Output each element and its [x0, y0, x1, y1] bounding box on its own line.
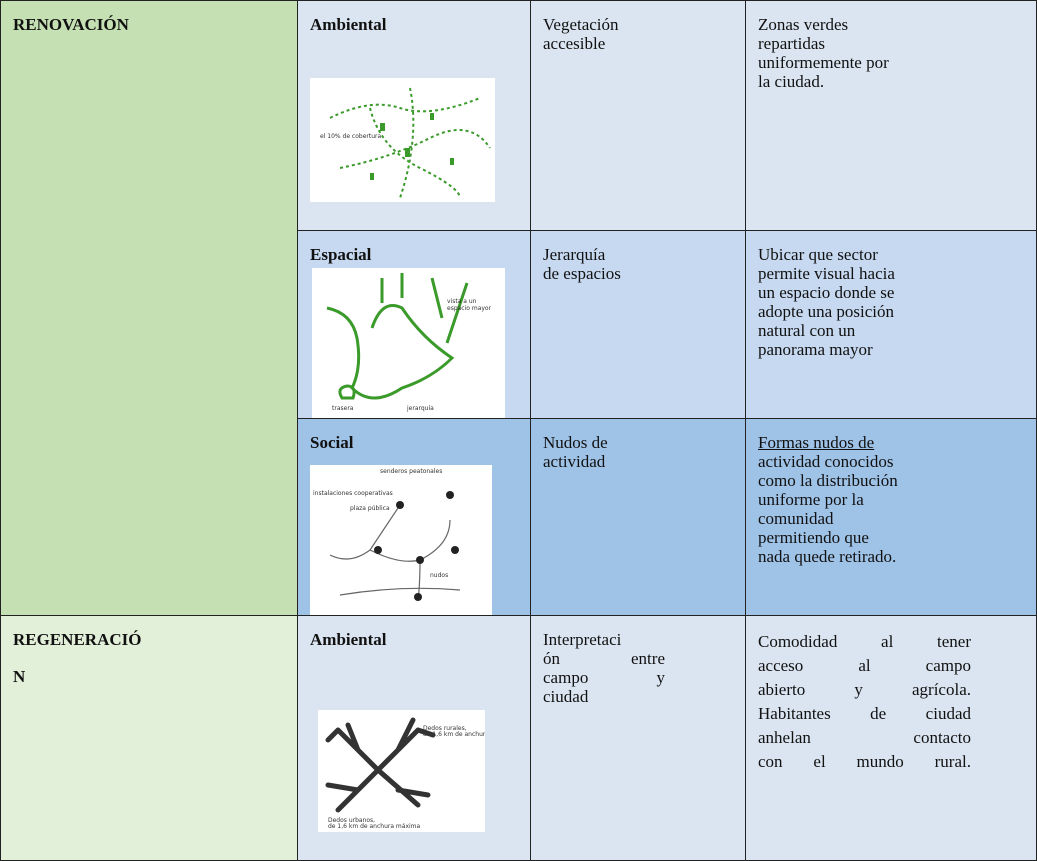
sketch: senderos peatonales instalaciones coopera… [310, 465, 492, 615]
sketch-label: el 10% de cobertura [320, 133, 381, 140]
concept-cell: Nudos de actividad [530, 418, 746, 616]
aspect-label: Ambiental [310, 630, 387, 649]
sketch-label: instalaciones cooperativas [313, 490, 393, 497]
text-line: adopte una posición [758, 302, 894, 321]
text-line: panorama mayor [758, 340, 873, 359]
text-line: Nudos de [543, 433, 608, 452]
sketch-label: jerarquía [406, 405, 434, 412]
text-line: Vegetación [543, 15, 619, 34]
description-cell: Comodidad al tener acceso al campo abierto… [745, 615, 1037, 861]
sketch-label: plaza pública [350, 505, 390, 512]
text-line: abierto y agrícola. [758, 680, 971, 699]
text-line: con el mundo rural. [758, 752, 971, 771]
text-line: de espacios [543, 264, 621, 283]
text-line: anhelan contacto [758, 728, 971, 747]
text-line: Habitantes de ciudad [758, 704, 971, 723]
sketch-label: de 1,6 km de anchura máxima [328, 823, 421, 830]
description-cell: Formas nudos de actividad conocidos como l… [745, 418, 1037, 616]
text-line: actividad [543, 452, 606, 471]
text-line: un espacio donde se [758, 283, 895, 302]
sketch-label: senderos peatonales [380, 468, 442, 475]
sketch-label: nudos [430, 572, 448, 579]
sketch-label: vista a un [447, 298, 477, 305]
sketch-label: Dedos urbanos, [328, 817, 375, 824]
text-line: ón entre [543, 649, 665, 668]
aspect-label: Espacial [310, 245, 372, 264]
text-line: ciudad [543, 687, 589, 706]
text-line: campo y [543, 668, 665, 687]
concept-cell: Interpretaci ón entre campo y ciudad [530, 615, 746, 861]
text-line: permitiendo que [758, 528, 869, 547]
text-line: Formas nudos de [758, 433, 875, 452]
criterion-cell: REGENERACIÓ N [0, 615, 298, 861]
text-line: Interpretaci [543, 630, 622, 649]
aspect-label: Social [310, 433, 354, 452]
text-line: N [13, 667, 26, 686]
sketch-label: espacio mayor [447, 305, 492, 312]
sketch: Dedos rurales,de 1,6 km de anchura mínim… [318, 710, 485, 832]
sketch: el 10% de cobertura [310, 78, 495, 202]
text-line: uniforme por la [758, 490, 864, 509]
text-line: Ubicar que sector [758, 245, 878, 264]
criterion-cell: RENOVACIÓN [0, 0, 298, 616]
description-cell: Zonas verdes repartidas uniformemente por l… [745, 0, 1037, 231]
concept-cell: Vegetación accesible [530, 0, 746, 231]
text-line: la ciudad. [758, 72, 825, 91]
text-line: REGENERACIÓ [13, 630, 142, 649]
text-line: actividad conocidos [758, 452, 894, 471]
text-line: nada quede retirado. [758, 547, 897, 566]
sketch-label: de 1,6 km de anchura mínima [423, 731, 485, 738]
text-line: natural con un [758, 321, 856, 340]
sketch-label: Dedos rurales, [423, 725, 467, 732]
text-line: acceso al campo [758, 656, 971, 675]
aspect-label: Ambiental [310, 15, 387, 34]
text-line: como la distribución [758, 471, 898, 490]
sketch-label: trasera [332, 405, 354, 412]
concept-cell: Jerarquía de espacios [530, 230, 746, 419]
text-line: Zonas verdes [758, 15, 849, 34]
text-line: comunidad [758, 509, 834, 528]
text-line: Jerarquía [543, 245, 606, 264]
text-line: permite visual hacia [758, 264, 895, 283]
text-line: Comodidad al tener [758, 632, 971, 651]
text-line: accesible [543, 34, 606, 53]
text-line: repartidas [758, 34, 826, 53]
text-line: RENOVACIÓN [13, 15, 129, 34]
description-cell: Ubicar que sector permite visual hacia un … [745, 230, 1037, 419]
text-line: uniformemente por [758, 53, 889, 72]
